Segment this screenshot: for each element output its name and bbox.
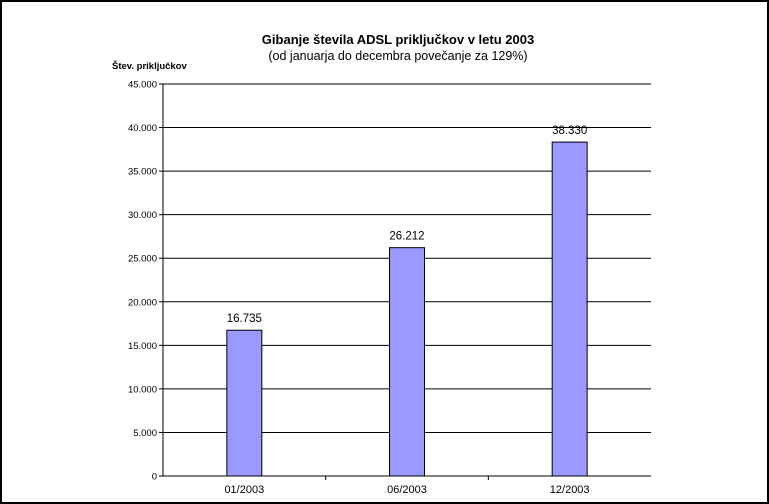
bar [226,329,263,477]
y-tick-label: 15.000 [128,341,157,352]
y-tick-label: 30.000 [128,210,157,221]
y-tick-label: 5.000 [133,428,157,439]
bar [389,247,425,477]
x-tick-label: 06/2003 [387,484,427,496]
y-tick-label: 40.000 [128,123,157,134]
y-tick-label: 20.000 [128,297,157,308]
data-labels: 16.735 26.212 38.330 [227,125,588,325]
x-axis-ticks: 01/2003 06/2003 12/2003 [224,476,590,496]
y-tick-label: 35.000 [128,167,157,178]
y-tick-label: 10.000 [128,384,157,395]
x-tick-label: 01/2003 [224,484,264,496]
bars [226,141,588,477]
axes [162,84,651,477]
chart-title: Gibanje števila ADSL priključkov v letu … [262,32,534,47]
bar [551,141,588,477]
data-label: 26.212 [389,231,424,243]
x-tick-label: 12/2003 [550,484,590,496]
y-tick-label: 25.000 [128,254,157,265]
y-axis-label: Štev. priključkov [112,60,188,72]
data-label: 38.330 [552,125,587,137]
y-axis-ticks: 0 5.000 10.000 15.000 20.000 25.000 30.000 35.0… [128,80,163,483]
chart-subtitle: (od januarja do decembra povečanje za 12… [268,49,527,63]
y-tick-label: 45.000 [128,80,157,91]
data-label: 16.735 [227,313,262,325]
y-tick-label: 0 [152,472,157,483]
